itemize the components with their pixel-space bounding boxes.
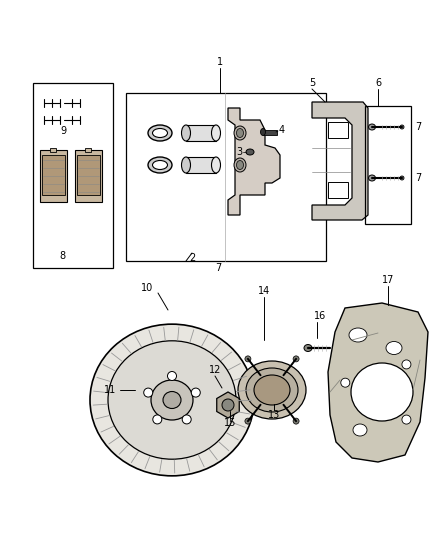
Ellipse shape [246, 368, 298, 412]
Bar [42, 155, 65, 195]
Text: 3: 3 [236, 147, 242, 157]
Circle shape [222, 399, 234, 411]
Text: 13: 13 [268, 410, 280, 420]
Bar [328, 122, 348, 138]
Circle shape [341, 378, 350, 387]
Ellipse shape [163, 392, 181, 408]
Text: 8: 8 [59, 251, 65, 261]
Bar [328, 182, 348, 198]
Polygon shape [228, 108, 280, 215]
Text: 7: 7 [415, 122, 421, 132]
Circle shape [153, 415, 162, 424]
Circle shape [182, 415, 191, 424]
Bar [186, 157, 216, 173]
Text: 10: 10 [141, 283, 153, 293]
Text: 5: 5 [309, 78, 315, 88]
Text: 4: 4 [279, 125, 285, 135]
Circle shape [191, 388, 200, 397]
Ellipse shape [237, 128, 244, 138]
Ellipse shape [351, 363, 413, 421]
Circle shape [293, 418, 299, 424]
Ellipse shape [152, 128, 167, 138]
Ellipse shape [238, 361, 306, 419]
Ellipse shape [151, 380, 193, 420]
Ellipse shape [304, 344, 312, 351]
Ellipse shape [234, 126, 246, 140]
Ellipse shape [212, 125, 220, 141]
Ellipse shape [254, 375, 290, 405]
Text: 1: 1 [217, 57, 223, 67]
Circle shape [167, 372, 177, 381]
Text: 17: 17 [382, 275, 394, 285]
Text: 16: 16 [314, 311, 326, 321]
Ellipse shape [148, 157, 172, 173]
Bar [263, 130, 277, 135]
Bar [77, 155, 100, 195]
Ellipse shape [212, 157, 220, 173]
Text: 7: 7 [215, 263, 221, 273]
Polygon shape [328, 303, 428, 462]
Circle shape [245, 356, 251, 362]
Ellipse shape [90, 324, 254, 476]
Ellipse shape [246, 149, 254, 155]
Text: 9: 9 [60, 126, 66, 136]
Bar [126, 93, 326, 261]
Ellipse shape [400, 125, 404, 129]
Bar [40, 150, 67, 202]
Bar [365, 106, 411, 224]
Circle shape [245, 418, 251, 424]
Text: 11: 11 [104, 385, 116, 395]
Ellipse shape [181, 157, 191, 173]
Ellipse shape [400, 176, 404, 180]
Ellipse shape [237, 160, 244, 169]
Ellipse shape [148, 125, 172, 141]
Bar [50, 148, 56, 152]
Circle shape [402, 360, 411, 369]
Circle shape [144, 388, 153, 397]
Text: 2: 2 [189, 253, 195, 263]
Ellipse shape [349, 328, 367, 342]
Ellipse shape [181, 125, 191, 141]
Circle shape [402, 415, 411, 424]
Text: 6: 6 [375, 78, 381, 88]
Text: 14: 14 [258, 286, 270, 296]
Polygon shape [312, 102, 368, 220]
Bar [75, 150, 102, 202]
Ellipse shape [353, 424, 367, 436]
Ellipse shape [386, 342, 402, 354]
Ellipse shape [152, 160, 167, 169]
Text: 15: 15 [224, 418, 236, 428]
Ellipse shape [234, 158, 246, 172]
Text: 12: 12 [209, 365, 221, 375]
Ellipse shape [261, 128, 265, 135]
Text: 7: 7 [415, 173, 421, 183]
Ellipse shape [368, 175, 375, 181]
Polygon shape [217, 392, 239, 418]
Bar [85, 148, 91, 152]
Circle shape [293, 356, 299, 362]
Bar [33, 83, 113, 268]
Ellipse shape [368, 124, 375, 130]
Ellipse shape [108, 341, 236, 459]
Bar [186, 125, 216, 141]
